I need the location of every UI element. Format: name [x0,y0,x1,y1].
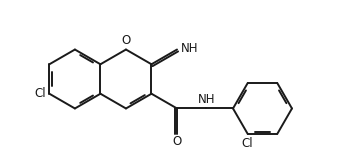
Text: Cl: Cl [241,137,253,150]
Text: NH: NH [181,42,198,55]
Text: NH: NH [198,93,215,106]
Text: O: O [173,136,182,149]
Text: Cl: Cl [35,87,47,100]
Text: O: O [121,34,131,47]
